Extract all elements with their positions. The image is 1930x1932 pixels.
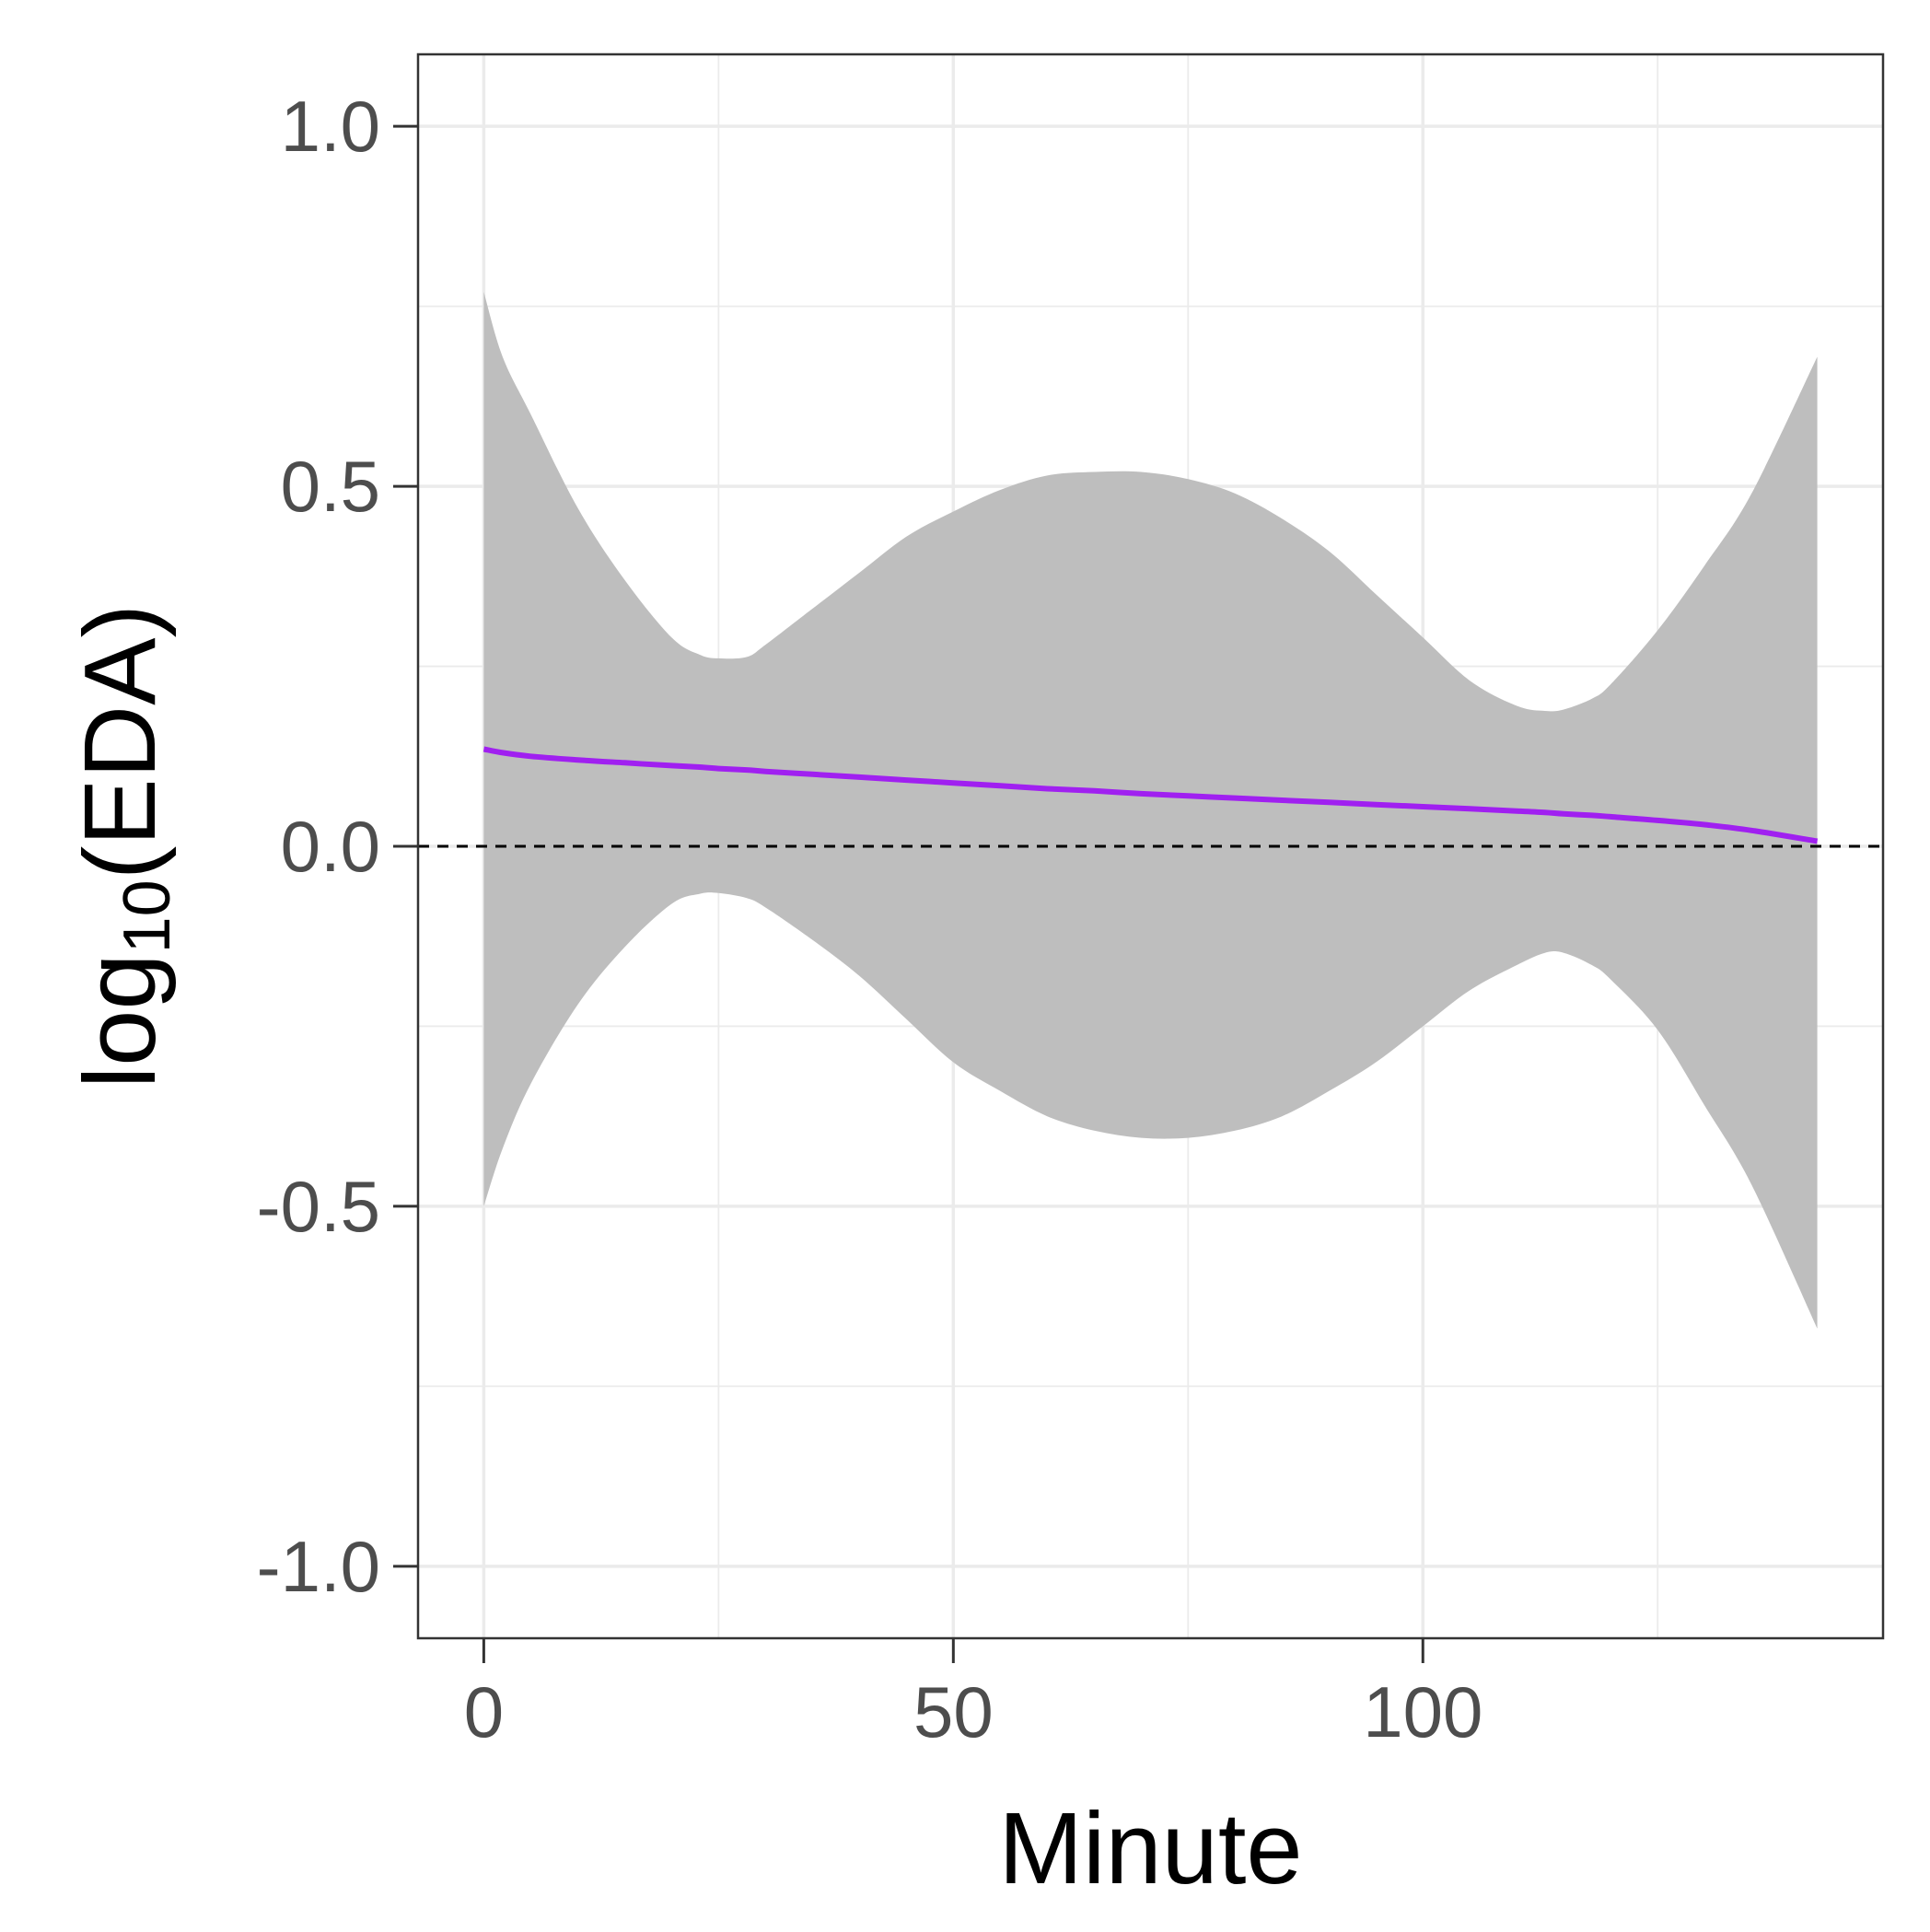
confidence-ribbon	[483, 292, 1818, 1329]
y-axis-title: log10(EDA)	[64, 604, 184, 1088]
x-tick-label: 50	[913, 1671, 994, 1752]
y-tick-label: 0.0	[281, 806, 380, 887]
y-tick-label: 1.0	[281, 86, 380, 167]
x-axis: 0 50 100	[464, 1638, 1482, 1752]
y-axis-title-suffix: (EDA)	[64, 604, 177, 879]
y-axis-title-subscript: 10	[110, 879, 184, 953]
x-tick-label: 0	[464, 1671, 504, 1752]
x-axis-title: Minute	[998, 1792, 1302, 1905]
y-tick-label: -1.0	[257, 1526, 380, 1607]
fitted-line	[482, 746, 1819, 844]
y-tick-label: -0.5	[257, 1166, 380, 1247]
x-tick-label: 100	[1363, 1671, 1482, 1752]
y-tick-label: 0.5	[281, 446, 380, 527]
y-axis: -1.0 -0.5 0.0 0.5 1.0	[257, 86, 418, 1607]
y-axis-title-prefix: log	[64, 953, 177, 1088]
